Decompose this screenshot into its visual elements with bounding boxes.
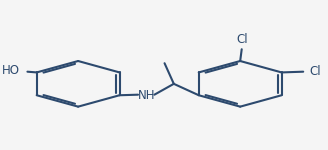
Text: Cl: Cl	[309, 65, 321, 78]
Text: NH: NH	[138, 89, 155, 102]
Text: HO: HO	[2, 64, 20, 77]
Text: Cl: Cl	[236, 33, 248, 46]
